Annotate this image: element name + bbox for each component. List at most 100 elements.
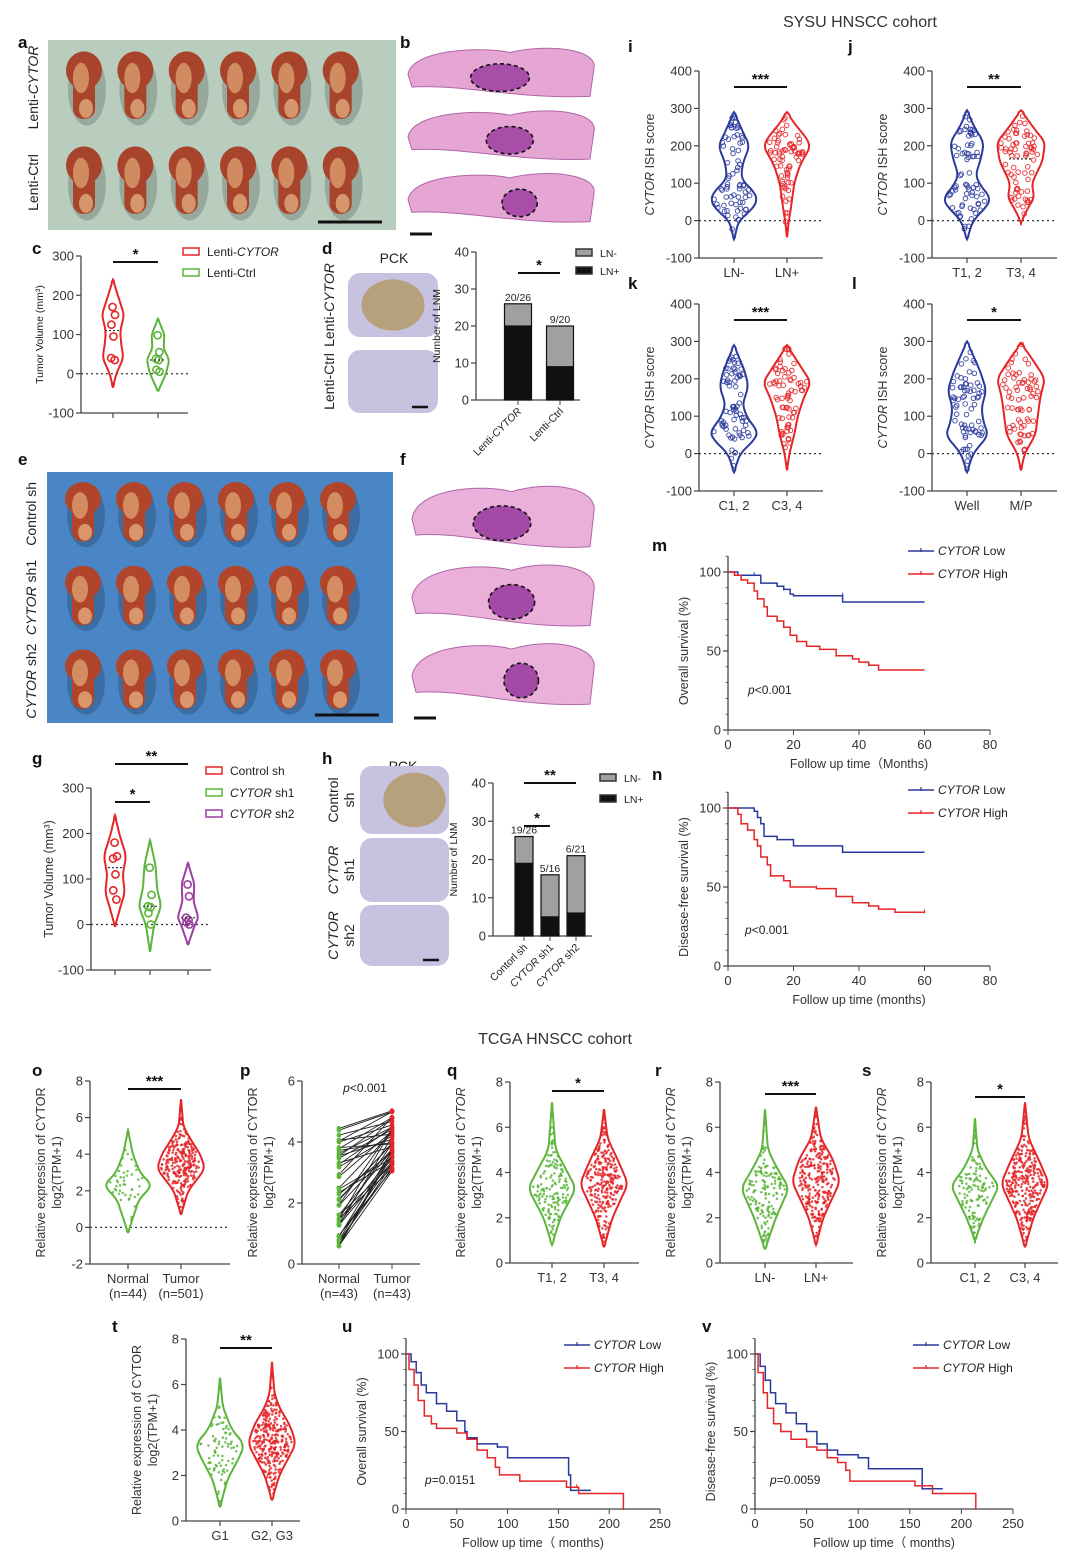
data-point (815, 1231, 819, 1235)
y-tick-label: 200 (670, 371, 692, 386)
data-point (197, 1160, 201, 1163)
data-point (189, 1183, 192, 1187)
data-point (1018, 1170, 1021, 1173)
data-point (559, 1168, 563, 1171)
data-point (1018, 1153, 1021, 1157)
data-point (1021, 1228, 1025, 1231)
data-point (959, 1175, 962, 1179)
data-point (179, 1205, 182, 1209)
data-point (811, 1196, 815, 1200)
pair-line (338, 1131, 393, 1178)
data-point (969, 189, 976, 196)
data-point (553, 1207, 557, 1211)
data-point (593, 1184, 597, 1187)
data-point (543, 1200, 547, 1204)
data-point (1024, 199, 1030, 206)
tumor-specimen (168, 51, 209, 126)
data-point (213, 1466, 216, 1470)
data-point (255, 1450, 258, 1454)
data-point (731, 192, 737, 198)
violin-group (943, 108, 991, 242)
normal-point (336, 1243, 342, 1249)
tumor-point (389, 1141, 395, 1146)
y-tick-label: 6 (706, 1120, 713, 1135)
data-point (732, 426, 739, 432)
data-point (1013, 1195, 1016, 1198)
data-point (763, 1238, 766, 1242)
data-point (594, 1188, 598, 1192)
legend-label: CYTOR High (938, 567, 1008, 581)
data-point (816, 1175, 820, 1179)
data-point (606, 1226, 610, 1229)
data-point (111, 1190, 115, 1194)
data-point (216, 1492, 220, 1496)
data-point (1032, 1180, 1035, 1183)
panel-letter-u: u (342, 1317, 352, 1336)
data-point (603, 1141, 606, 1144)
data-point (544, 1213, 548, 1217)
data-point (566, 1186, 570, 1190)
ihc-row-label: Lenti-Ctrl (321, 353, 337, 410)
violin-shape (996, 108, 1046, 226)
data-point (1025, 1188, 1028, 1192)
data-point (267, 1419, 270, 1423)
y-tick-label: 0 (714, 959, 721, 974)
data-point (194, 1170, 198, 1173)
data-point (1040, 1178, 1044, 1182)
data-point (602, 1118, 605, 1121)
data-point (268, 1450, 271, 1453)
p-value-label: p<0.001 (744, 923, 789, 937)
data-point (782, 1184, 786, 1188)
data-point (548, 1195, 552, 1198)
data-point (1015, 202, 1021, 208)
data-point (762, 1129, 766, 1133)
data-point (550, 1140, 554, 1143)
data-point (599, 1142, 602, 1145)
tcga-cohort-title: TCGA HNSCC cohort (478, 1031, 632, 1048)
y-axis-label-unit: log2(TPM+1) (146, 1394, 160, 1467)
x-tick-sublabel: (n=43) (320, 1286, 358, 1301)
panel-letter-b: b (400, 33, 410, 52)
data-point (719, 187, 725, 193)
data-point (973, 1141, 976, 1145)
data-point (761, 1151, 765, 1154)
data-point (267, 1485, 271, 1489)
legend-swatch (182, 268, 200, 277)
data-point (170, 1139, 174, 1143)
data-point (194, 1150, 198, 1154)
data-point (604, 1220, 608, 1224)
data-point (734, 374, 741, 381)
tumor-specimen (269, 649, 309, 715)
data-point (777, 356, 783, 363)
violin-group (580, 1109, 628, 1248)
data-point (1027, 1212, 1031, 1215)
data-point (1013, 127, 1020, 134)
data-point (171, 1142, 174, 1145)
data-point (284, 1444, 288, 1447)
data-point (773, 1182, 777, 1185)
data-point (949, 384, 956, 391)
data-point (1018, 1176, 1022, 1180)
data-point (964, 142, 971, 148)
data-point (602, 1126, 606, 1129)
data-point (809, 1157, 812, 1161)
data-point (1028, 372, 1035, 378)
data-point (552, 1201, 555, 1204)
data-point (815, 1133, 819, 1137)
data-point (729, 115, 735, 121)
data-point (268, 1489, 271, 1492)
data-point (554, 1150, 557, 1154)
data-point (253, 1436, 257, 1440)
data-point (1022, 120, 1028, 127)
data-point (1028, 1158, 1032, 1161)
data-point (1032, 1167, 1036, 1171)
data-point (810, 1200, 814, 1203)
x-tick-label: T3, 4 (589, 1270, 619, 1285)
data-point (952, 417, 958, 424)
data-point (1022, 1224, 1025, 1227)
violin-shape (105, 1126, 151, 1234)
data-point (735, 360, 741, 367)
legend-label: CYTOR Low (938, 544, 1005, 558)
